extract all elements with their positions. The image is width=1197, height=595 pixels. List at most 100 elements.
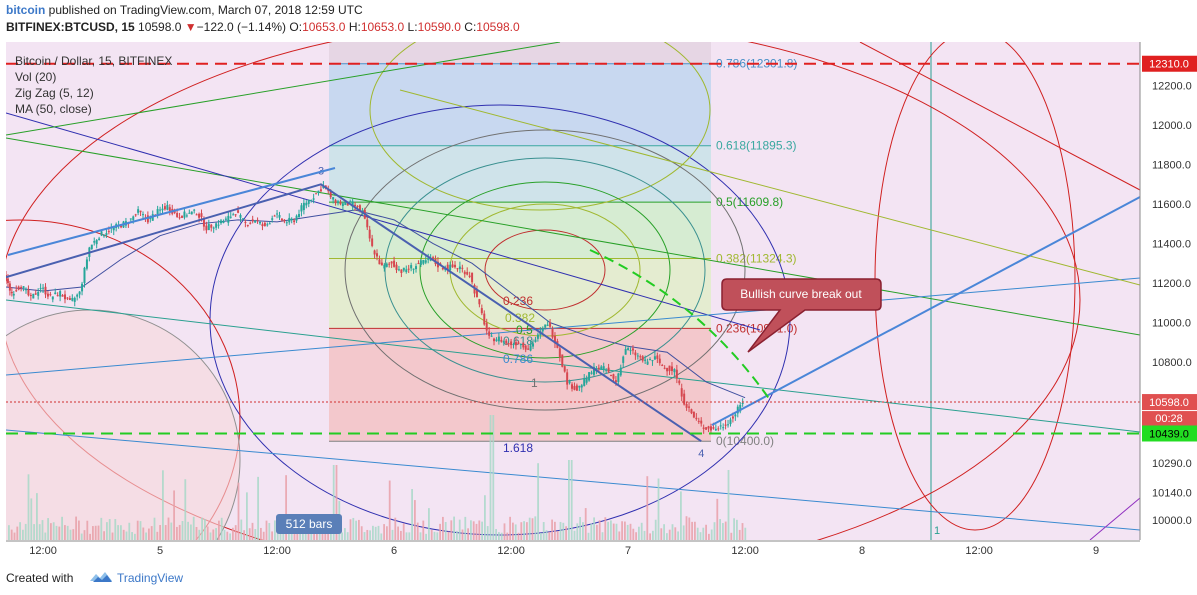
volume-bar bbox=[218, 520, 220, 540]
volume-bar bbox=[475, 523, 478, 540]
volume-bar bbox=[33, 524, 35, 540]
candle-body bbox=[129, 218, 132, 220]
candle-body bbox=[636, 355, 639, 357]
volume-bar bbox=[383, 524, 385, 540]
volume-bar bbox=[16, 526, 19, 540]
candle-body bbox=[378, 259, 381, 265]
volume-bar bbox=[13, 532, 16, 540]
candle-body bbox=[380, 262, 383, 266]
volume-bar bbox=[377, 525, 380, 540]
candle-body bbox=[210, 224, 213, 228]
volume-bar bbox=[528, 517, 531, 540]
volume-bar bbox=[414, 500, 416, 540]
volume-bar bbox=[24, 523, 27, 540]
candle-body bbox=[734, 414, 737, 417]
candle-body bbox=[244, 221, 247, 223]
volume-bar bbox=[352, 517, 355, 540]
candle-body bbox=[305, 202, 308, 206]
candle-body bbox=[458, 266, 461, 270]
volume-bar bbox=[722, 523, 724, 540]
candle-body bbox=[180, 216, 183, 218]
volume-bar bbox=[10, 529, 13, 540]
published-text: published on TradingView.com, March 07, … bbox=[45, 3, 363, 17]
volume-bar bbox=[307, 528, 310, 540]
trendline-upper bbox=[7, 167, 336, 256]
candle-body bbox=[293, 220, 296, 223]
volume-bar bbox=[481, 521, 483, 540]
volume-bar bbox=[512, 522, 514, 540]
volume-bar bbox=[243, 530, 245, 540]
candle-body bbox=[602, 366, 605, 370]
tradingview-logo-icon[interactable] bbox=[88, 569, 114, 585]
candle-body bbox=[631, 348, 634, 351]
volume-bar bbox=[80, 533, 83, 540]
candle-body bbox=[280, 218, 283, 221]
volume-bar bbox=[554, 521, 556, 540]
volume-bar bbox=[150, 526, 153, 540]
low-value: 10590.0 bbox=[417, 20, 461, 34]
volume-bar bbox=[663, 524, 665, 540]
price-change: −122.0 (−1.14%) bbox=[196, 20, 287, 34]
candle-body bbox=[198, 213, 201, 218]
candle-body bbox=[315, 193, 318, 195]
volume-bar bbox=[604, 517, 607, 540]
candle-body bbox=[461, 267, 464, 269]
volume-bar bbox=[41, 520, 44, 540]
volume-bar bbox=[456, 530, 458, 540]
price-tick-label: 10800.0 bbox=[1152, 357, 1192, 369]
volume-bar bbox=[442, 516, 444, 540]
candle-body bbox=[376, 253, 379, 257]
candle-body bbox=[312, 198, 315, 200]
candle-body bbox=[397, 269, 400, 271]
volume-bar bbox=[428, 508, 430, 540]
volume-bar bbox=[534, 516, 537, 540]
candle-body bbox=[137, 209, 140, 213]
brand-name[interactable]: bitcoin bbox=[6, 3, 46, 17]
last-price-badge-text: 10598.0 bbox=[1149, 397, 1189, 409]
candle-body bbox=[141, 214, 144, 216]
open-value: 10653.0 bbox=[302, 20, 346, 34]
candle-body bbox=[551, 328, 554, 338]
candle-body bbox=[405, 269, 408, 273]
candle-body bbox=[561, 354, 564, 367]
candle-body bbox=[156, 209, 159, 216]
volume-bar bbox=[436, 532, 439, 540]
volume-bar bbox=[489, 415, 492, 540]
candle-body bbox=[105, 233, 108, 236]
volume-bar bbox=[94, 525, 97, 540]
volume-bar bbox=[506, 532, 509, 540]
volume-bar bbox=[198, 529, 201, 540]
candle-body bbox=[514, 342, 517, 346]
volume-bar bbox=[282, 529, 285, 540]
candle-body bbox=[493, 338, 496, 342]
candle-body bbox=[220, 220, 223, 224]
volume-bar bbox=[131, 532, 133, 540]
candle-body bbox=[278, 215, 281, 218]
fib-fan-line bbox=[6, 42, 561, 136]
candle-body bbox=[429, 258, 432, 261]
volume-bar bbox=[652, 530, 654, 540]
candle-body bbox=[673, 369, 676, 373]
candle-body bbox=[6, 278, 9, 283]
volume-bar bbox=[50, 523, 52, 540]
fib-fan-line bbox=[6, 299, 1140, 433]
candle-body bbox=[688, 406, 691, 408]
candle-body bbox=[510, 341, 513, 346]
open-label: O: bbox=[289, 20, 303, 34]
volume-bar bbox=[232, 527, 234, 540]
time-tick-label: 7 bbox=[625, 545, 631, 557]
tradingview-link[interactable]: TradingView bbox=[117, 571, 184, 585]
time-tick-label: 8 bbox=[859, 545, 865, 557]
volume-bar bbox=[30, 498, 33, 540]
price-tick-label: 11200.0 bbox=[1152, 278, 1191, 290]
volume-bar bbox=[27, 474, 30, 540]
candle-body bbox=[717, 428, 720, 430]
volume-bar bbox=[355, 520, 357, 540]
volume-bar bbox=[498, 532, 500, 540]
candle-body bbox=[22, 286, 25, 288]
resistance-badge-text: 12310.0 bbox=[1149, 59, 1189, 71]
candle-body bbox=[161, 208, 164, 211]
volume-bar bbox=[142, 527, 145, 540]
volume-bar bbox=[688, 517, 691, 540]
